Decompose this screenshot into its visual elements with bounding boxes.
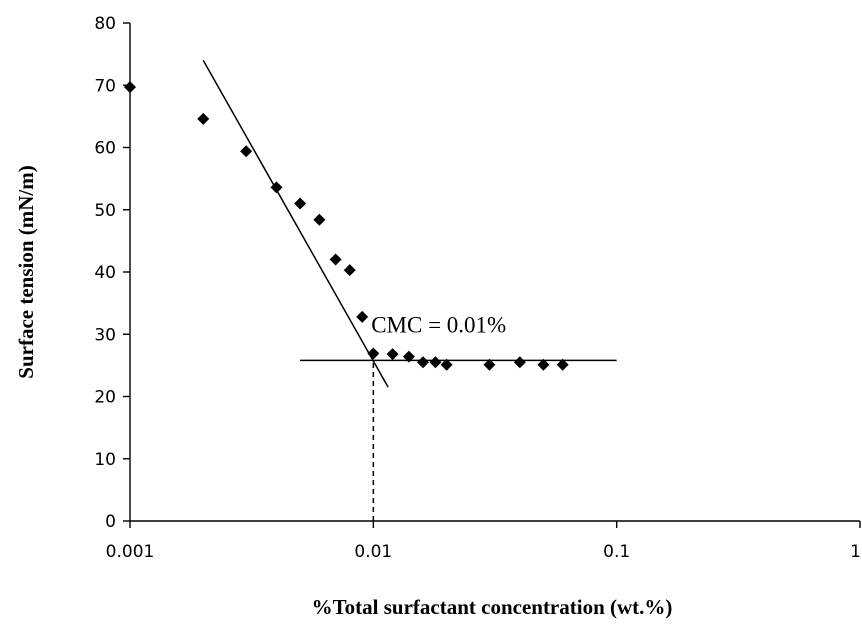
- x-tick-label: 1: [850, 542, 861, 562]
- x-tick-label: 0.001: [106, 542, 155, 562]
- data-point: [197, 112, 210, 125]
- data-point: [417, 356, 430, 369]
- tick-labels: 0 10 20 30 40 50 60 70 80 0.001 0.01 0.1 1: [94, 14, 861, 562]
- data-point: [329, 253, 342, 266]
- data-point: [356, 310, 369, 323]
- annotations: CMC = 0.01%: [371, 312, 506, 337]
- cmc-annotation: CMC = 0.01%: [371, 312, 506, 337]
- data-point: [483, 358, 496, 371]
- y-tick-label: 50: [94, 201, 116, 221]
- fit-line: [202, 59, 389, 388]
- y-tick-label: 30: [94, 325, 116, 345]
- data-point: [513, 356, 526, 369]
- axis-ticks: [123, 22, 861, 528]
- data-point: [537, 358, 550, 371]
- data-point: [386, 348, 399, 361]
- data-point: [429, 356, 442, 369]
- data-point: [367, 347, 380, 360]
- y-axis-title: Surface tension (mN/m): [14, 165, 38, 378]
- data-point: [240, 145, 253, 158]
- data-point: [402, 350, 415, 363]
- y-tick-label: 80: [94, 14, 116, 34]
- data-point: [343, 264, 356, 277]
- y-tick-label: 10: [94, 450, 116, 470]
- y-tick-label: 20: [94, 388, 116, 408]
- data-point: [440, 358, 453, 371]
- data-point: [124, 81, 136, 94]
- data-points: [124, 81, 569, 371]
- axes: [129, 23, 860, 522]
- y-tick-label: 70: [94, 76, 116, 96]
- data-point: [556, 358, 569, 371]
- y-tick-label: 0: [105, 512, 116, 532]
- fit-lines: [202, 59, 617, 521]
- y-tick-label: 40: [94, 263, 116, 283]
- y-tick-label: 60: [94, 139, 116, 159]
- data-point: [294, 197, 307, 210]
- x-tick-label: 0.1: [603, 542, 630, 562]
- x-axis-title: %Total surfactant concentration (wt.%): [312, 595, 673, 619]
- x-tick-label: 0.01: [354, 542, 392, 562]
- data-point: [313, 213, 326, 226]
- data-point: [270, 181, 283, 194]
